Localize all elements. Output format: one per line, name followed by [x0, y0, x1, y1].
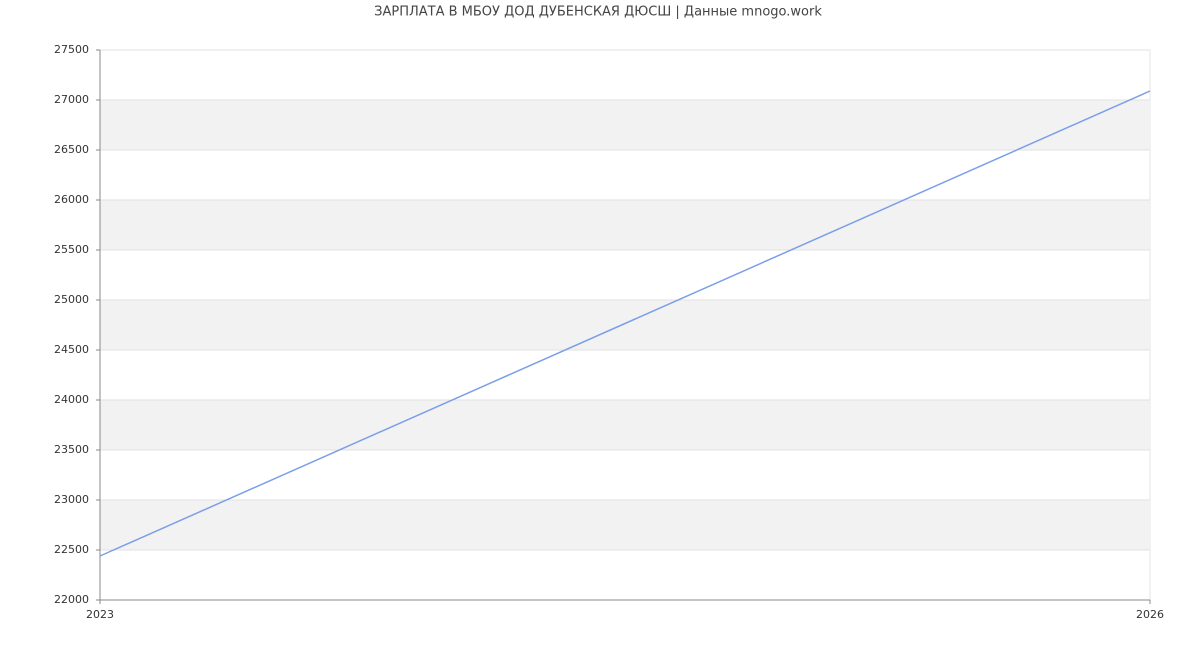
y-tick-label: 22000 [54, 593, 89, 606]
y-tick-label: 23000 [54, 493, 89, 506]
y-tick-label: 22500 [54, 543, 89, 556]
y-tick-label: 23500 [54, 443, 89, 456]
grid-band [100, 500, 1150, 550]
chart-title: ЗАРПЛАТА В МБОУ ДОД ДУБЕНСКАЯ ДЮСШ | Дан… [374, 5, 822, 20]
y-tick-label: 27000 [54, 93, 89, 106]
y-tick-label: 24000 [54, 393, 89, 406]
grid-band [100, 400, 1150, 450]
y-tick-label: 25000 [54, 293, 89, 306]
grid-band [100, 100, 1150, 150]
grid-band [100, 200, 1150, 250]
y-tick-label: 25500 [54, 243, 89, 256]
x-tick-label: 2023 [86, 608, 114, 621]
x-tick-label: 2026 [1136, 608, 1164, 621]
grid [96, 49, 1151, 604]
data-line [99, 90, 1151, 557]
y-tick-label: 26500 [54, 143, 89, 156]
y-tick-label: 27500 [54, 43, 89, 56]
y-tick-label: 26000 [54, 193, 89, 206]
grid-band [100, 300, 1150, 350]
plot-bands [99, 49, 1151, 601]
marks [99, 90, 1151, 557]
y-tick-label: 24500 [54, 343, 89, 356]
